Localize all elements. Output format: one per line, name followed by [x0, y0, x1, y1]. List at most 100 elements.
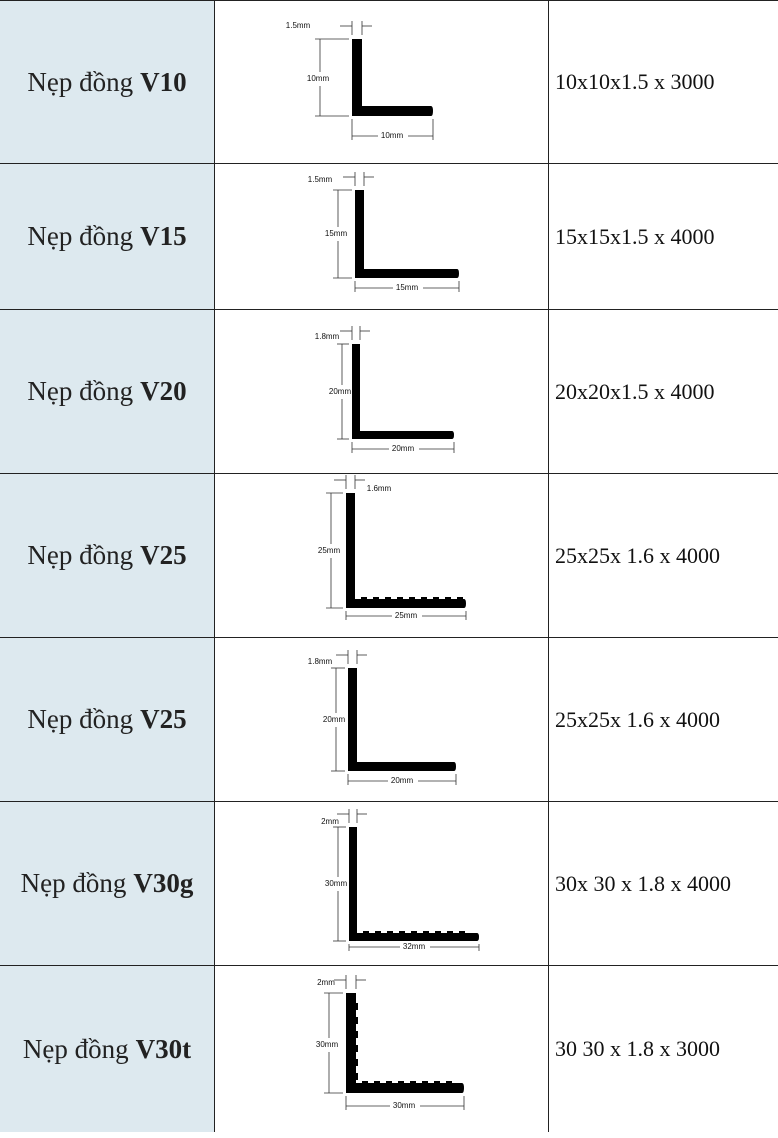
- product-name-cell: Nẹp đồng V20: [0, 310, 215, 473]
- thickness-label: 2mm: [317, 978, 335, 987]
- ridge: [398, 1081, 404, 1083]
- ridge: [434, 1081, 440, 1083]
- ridge: [375, 931, 381, 933]
- spec-cell: 25x25x 1.6 x 4000: [549, 638, 778, 801]
- profile-diagram: 1.6mm 25mm 25mm: [318, 475, 467, 620]
- diagram-cell: 1.5mm 10mm 10mm: [215, 1, 549, 163]
- diagram-cell: 1.5mm 15mm 15mm: [215, 164, 549, 309]
- profile-diagram: 2mm 30mm 30mm: [316, 975, 465, 1110]
- ridge: [433, 597, 439, 599]
- ridge: [362, 1081, 368, 1083]
- spec: 30x 30 x 1.8 x 4000: [555, 870, 731, 896]
- ridge: [356, 1017, 358, 1024]
- ridge: [422, 1081, 428, 1083]
- ridge: [459, 931, 465, 933]
- spec-cell: 15x15x1.5 x 4000: [549, 164, 778, 309]
- ridge: [410, 1081, 416, 1083]
- l-profile: [346, 493, 466, 608]
- product-code: V25: [140, 704, 187, 734]
- thickness-label: 1.8mm: [308, 657, 333, 666]
- spec-cell: 30x 30 x 1.8 x 4000: [549, 802, 778, 965]
- ridge: [361, 597, 367, 599]
- product-name-cell: Nẹp đồng V10: [0, 1, 215, 163]
- product-code: V15: [140, 221, 187, 251]
- height-label: 10mm: [307, 74, 330, 83]
- ridge: [374, 1081, 380, 1083]
- product-name: Nẹp đồng: [27, 66, 134, 97]
- diagram-cell: 1.6mm 25mm 25mm: [215, 474, 549, 637]
- l-profile: [355, 190, 459, 278]
- product-code: V25: [140, 540, 187, 570]
- ridge: [356, 1073, 358, 1080]
- profile-diagram: 1.8mm 20mm 20mm: [315, 326, 455, 453]
- ridge: [363, 931, 369, 933]
- width-label: 20mm: [391, 776, 414, 785]
- product-name: Nẹp đồng: [27, 540, 134, 570]
- ridge: [423, 931, 429, 933]
- product-name-cell: Nẹp đồng V30g: [0, 802, 215, 965]
- thickness-label: 1.8mm: [315, 332, 340, 341]
- height-label: 15mm: [325, 229, 348, 238]
- spec-cell: 20x20x1.5 x 4000: [549, 310, 778, 473]
- thickness-label: 1.5mm: [286, 21, 311, 30]
- spec: 15x15x1.5 x 4000: [555, 223, 715, 249]
- diagram-cell: 2mm 30mm 32mm: [215, 802, 549, 965]
- product-name: Nẹp đồng: [22, 1033, 129, 1064]
- ridge: [399, 931, 405, 933]
- ridge: [356, 1003, 358, 1010]
- ridge: [385, 597, 391, 599]
- product-name: Nẹp đồng: [27, 376, 134, 406]
- product-name: Nẹp đồng: [27, 704, 134, 734]
- product-name-cell: Nẹp đồng V25: [0, 638, 215, 801]
- width-label: 30mm: [393, 1101, 416, 1110]
- table-row: Nẹp đồng V25 1.8mm 20mm 20mm 25x25x 1.6 x 400…: [0, 637, 778, 801]
- spec: 25x25x 1.6 x 4000: [555, 706, 720, 732]
- product-code: V30t: [135, 1033, 192, 1064]
- width-label: 25mm: [395, 611, 418, 620]
- spec-cell: 10x10x1.5 x 3000: [549, 1, 778, 163]
- ridge: [397, 597, 403, 599]
- profile-diagram: 1.5mm 10mm 10mm: [286, 21, 434, 140]
- spec-cell: 30 30 x 1.8 x 3000: [549, 966, 778, 1132]
- product-name-cell: Nẹp đồng V25: [0, 474, 215, 637]
- table-row: Nẹp đồng V25 1.6mm 25mm 25mm 25x25x 1.6 x 400…: [0, 473, 778, 637]
- ridge: [435, 931, 441, 933]
- product-name: Nẹp đồng: [20, 868, 127, 898]
- thickness-label: 1.6mm: [367, 484, 392, 493]
- ridge: [373, 597, 379, 599]
- width-label: 20mm: [392, 444, 415, 453]
- l-profile: [352, 39, 433, 116]
- ridge: [457, 597, 463, 599]
- l-profile: [348, 668, 456, 771]
- ridge: [446, 1081, 452, 1083]
- height-label: 30mm: [325, 879, 348, 888]
- ridge: [356, 1059, 358, 1066]
- ridge: [386, 1081, 392, 1083]
- spec: 25x25x 1.6 x 4000: [555, 542, 720, 568]
- product-name-cell: Nẹp đồng V15: [0, 164, 215, 309]
- height-label: 25mm: [318, 546, 341, 555]
- table-row: Nẹp đồng V30g 2mm 30mm 32mm 30x 30 x 1.8 x 40…: [0, 801, 778, 965]
- thickness-label: 2mm: [321, 817, 339, 826]
- diagram-cell: 1.8mm 20mm 20mm: [215, 638, 549, 801]
- l-profile: [349, 827, 479, 941]
- spec: 10x10x1.5 x 3000: [555, 69, 715, 94]
- l-profile: [352, 344, 454, 439]
- product-code: V30g: [133, 868, 194, 898]
- product-code: V10: [140, 66, 187, 97]
- product-code: V20: [140, 376, 187, 406]
- spec: 30 30 x 1.8 x 3000: [555, 1036, 720, 1061]
- ridge: [409, 597, 415, 599]
- width-label: 32mm: [403, 942, 426, 951]
- width-label: 10mm: [381, 131, 404, 140]
- height-label: 30mm: [316, 1040, 339, 1049]
- profile-diagram: 1.5mm 15mm 15mm: [308, 172, 460, 292]
- table-row: Nẹp đồng V20 1.8mm 20mm 20mm 20x20x1.5 x 4000: [0, 309, 778, 473]
- height-label: 20mm: [329, 387, 352, 396]
- profile-diagram: 2mm 30mm 32mm: [321, 809, 480, 951]
- ridge: [411, 931, 417, 933]
- product-name-cell: Nẹp đồng V30t: [0, 966, 215, 1132]
- product-name: Nẹp đồng: [27, 221, 134, 251]
- diagram-cell: 2mm 30mm 30mm: [215, 966, 549, 1132]
